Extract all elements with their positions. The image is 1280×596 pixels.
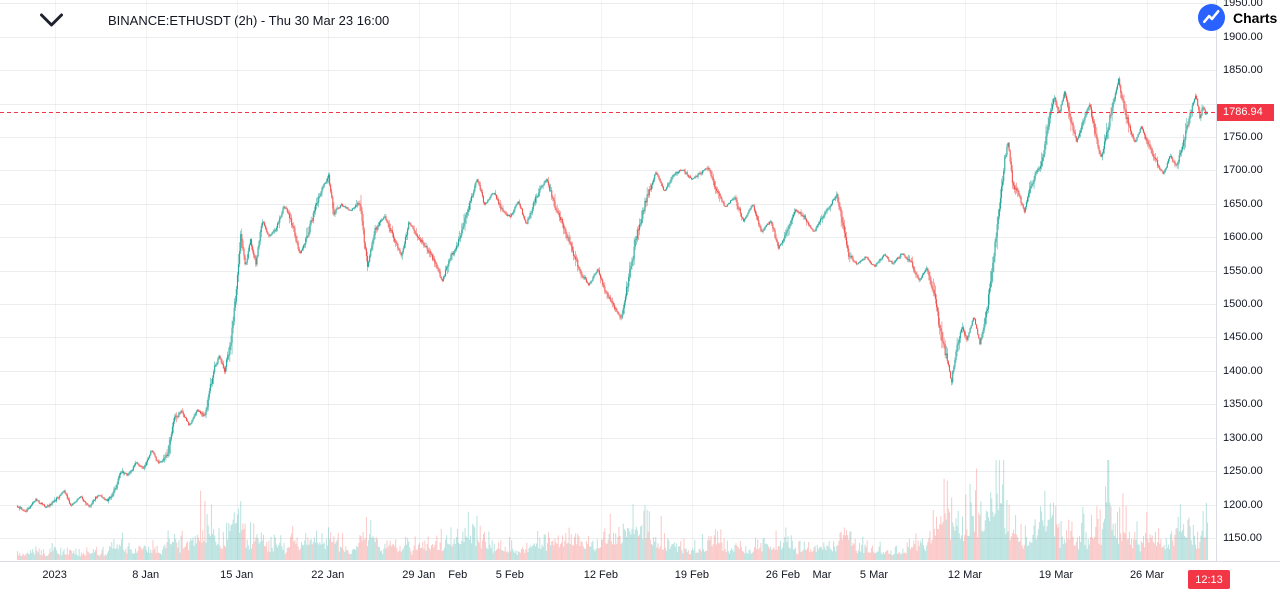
price-axis-label: 1150.00	[1223, 531, 1262, 544]
symbol-title[interactable]: BINANCE:ETHUSDT (2h) - Thu 30 Mar 23 16:…	[108, 12, 390, 28]
time-axis-label: 22 Jan	[311, 569, 345, 581]
time-axis-label: 12 Feb	[583, 569, 618, 581]
price-axis-label: 1450.00	[1223, 331, 1263, 344]
time-axis-label: 2023	[42, 569, 67, 581]
price-axis-label: 1850.00	[1223, 64, 1263, 77]
time-axis-label: Feb	[448, 569, 468, 581]
time-axis-label: 12 Mar	[947, 569, 983, 581]
time-axis-label: 26 Feb	[765, 569, 801, 581]
symbol-header: BINANCE:ETHUSDT (2h) - Thu 30 Mar 23 16:…	[36, 9, 389, 31]
price-axis-label: 1900.00	[1223, 30, 1263, 43]
time-axis-label: Mar	[812, 569, 832, 581]
time-axis[interactable]: 12:13 2023 8 Jan 15 Jan 22 Jan 29 Jan Feb 5 Fe…	[0, 561, 1280, 596]
price-axis-label: 1200.00	[1223, 498, 1263, 511]
bar-countdown-badge: 12:13	[1188, 570, 1230, 589]
tradingview-attribution-link[interactable]: Charts	[1197, 3, 1277, 32]
price-chart-canvas[interactable]	[0, 0, 1216, 560]
price-axis-label: 1350.00	[1223, 398, 1263, 411]
price-axis-label: 1750.00	[1223, 130, 1263, 143]
price-axis-label: 1250.00	[1223, 465, 1263, 478]
price-axis-label: 1600.00	[1223, 231, 1263, 244]
symbol-dropdown-button[interactable]	[36, 9, 66, 31]
price-axis-label: 1400.00	[1223, 364, 1263, 377]
price-axis-label: 1950.00	[1223, 0, 1263, 10]
time-axis-label: 15 Jan	[220, 569, 254, 581]
time-axis-label: 29 Jan	[402, 569, 436, 581]
price-axis-label: 1700.00	[1223, 164, 1263, 177]
attribution-label: Charts	[1233, 9, 1278, 26]
price-axis-label: 1650.00	[1223, 197, 1263, 210]
time-axis-label: 19 Mar	[1038, 569, 1074, 581]
time-axis-label: 5 Feb	[495, 569, 524, 581]
time-axis-label: 26 Mar	[1129, 569, 1165, 581]
price-axis-label: 1550.00	[1223, 264, 1263, 277]
time-axis-label: 19 Feb	[674, 569, 709, 581]
time-axis-label: 8 Jan	[132, 569, 160, 581]
chevron-down-icon	[39, 13, 63, 26]
price-axis-label: 1300.00	[1223, 431, 1263, 444]
tradingview-logo-icon	[1197, 3, 1226, 32]
price-axis-label: 1500.00	[1223, 298, 1263, 311]
time-axis-label: 5 Mar	[859, 569, 889, 581]
last-price-badge: 1786.94	[1217, 103, 1274, 121]
price-axis[interactable]: 1786.94 1950.00 1900.00 1850.00 1750.00 1700…	[1216, 0, 1280, 561]
